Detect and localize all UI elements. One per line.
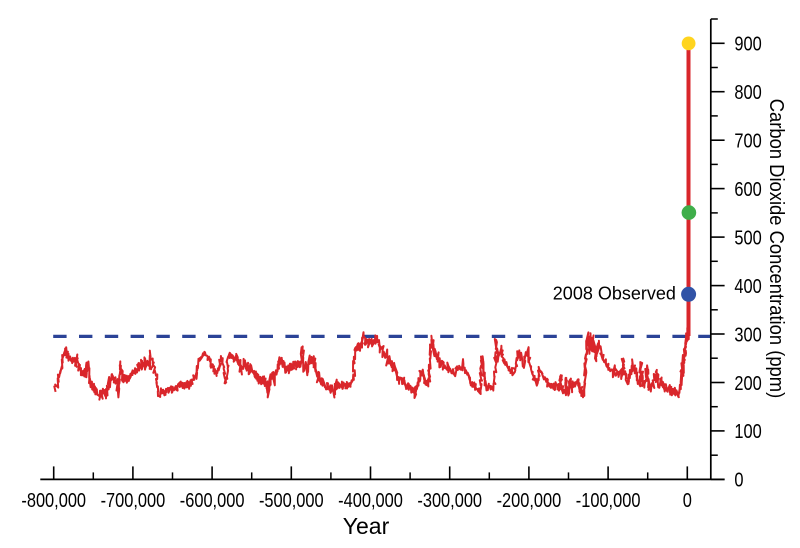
svg-text:2008 Observed: 2008 Observed	[553, 283, 676, 303]
svg-text:-100,000: -100,000	[576, 488, 641, 511]
svg-text:0: 0	[683, 488, 692, 511]
svg-text:600: 600	[734, 177, 761, 200]
svg-text:-800,000: -800,000	[21, 488, 86, 511]
svg-text:100: 100	[734, 420, 761, 443]
svg-text:-200,000: -200,000	[497, 488, 562, 511]
svg-text:300: 300	[734, 323, 761, 346]
svg-text:-700,000: -700,000	[101, 488, 166, 511]
svg-text:Carbon Dioxide Concentration (: Carbon Dioxide Concentration (ppm)	[765, 99, 787, 398]
svg-text:900: 900	[734, 32, 761, 55]
svg-text:400: 400	[734, 274, 761, 297]
svg-text:800: 800	[734, 80, 761, 103]
svg-text:700: 700	[734, 129, 761, 152]
svg-text:-300,000: -300,000	[417, 488, 482, 511]
svg-text:-600,000: -600,000	[180, 488, 245, 511]
svg-text:500: 500	[734, 226, 761, 249]
svg-text:-500,000: -500,000	[259, 488, 324, 511]
svg-text:-400,000: -400,000	[338, 488, 403, 511]
svg-text:200: 200	[734, 371, 761, 394]
svg-text:0: 0	[734, 468, 743, 491]
svg-text:Year: Year	[343, 513, 390, 539]
